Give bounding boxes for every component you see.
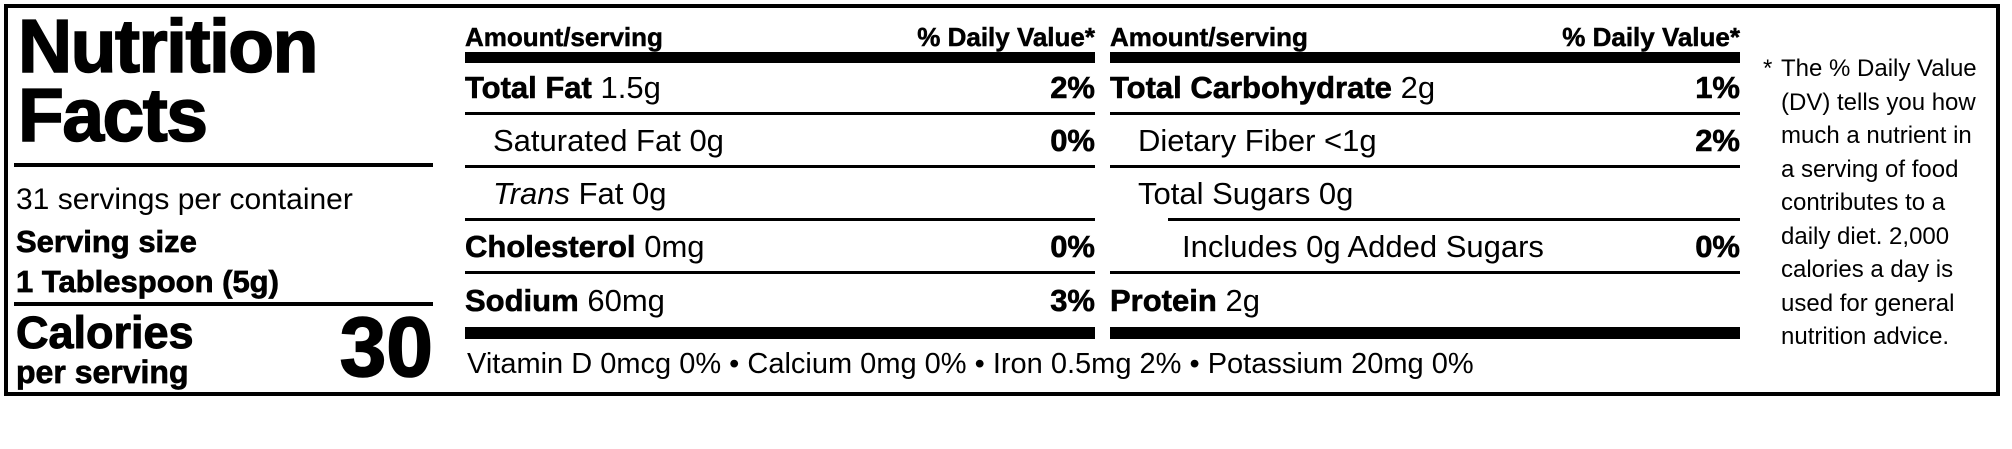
daily-value-percent: 2%: [1050, 70, 1095, 106]
nutrient-row-total-fat: Total Fat 1.5g 2%: [465, 70, 1096, 106]
thin-rule: [465, 271, 1095, 274]
nutrient-row-total-sugars: Total Sugars 0g: [1110, 176, 1740, 212]
thin-rule: [1110, 112, 1740, 115]
nutrient-name: Trans Fat 0g: [493, 176, 667, 211]
thin-rule: [465, 165, 1095, 168]
daily-value-percent: 0%: [1695, 229, 1740, 265]
nutrient-row-cholesterol: Cholesterol 0mg 0%: [465, 229, 1096, 265]
calories-value: 30: [339, 300, 434, 394]
nutrient-name: Saturated Fat 0g: [493, 123, 724, 158]
daily-value-percent: 0%: [1050, 229, 1095, 265]
daily-value-percent: 1%: [1695, 70, 1740, 106]
thick-rule: [1110, 52, 1740, 63]
footnote-text: The % Daily Value (DV) tells you how muc…: [1781, 55, 1977, 350]
nutrient-row-dietary-fiber: Dietary Fiber <1g 2%: [1110, 123, 1740, 159]
nutrient-name: Total Carbohydrate 2g: [1110, 70, 1436, 106]
calories-sublabel: per serving: [16, 354, 189, 391]
thin-rule: [1110, 271, 1740, 274]
nutrient-name: Sodium 60mg: [465, 283, 665, 319]
divider-under-title: [14, 163, 433, 167]
serving-size-value: 1 Tablespoon (5g): [16, 264, 280, 300]
nutrient-name: Cholesterol 0mg: [465, 229, 705, 265]
nutrient-name: Dietary Fiber <1g: [1138, 123, 1377, 158]
serving-size-label: Serving size: [16, 224, 198, 260]
column2-header: Amount/serving % Daily Value*: [1110, 22, 1740, 53]
nutrient-column-2: Amount/serving % Daily Value* Total Carb…: [1110, 20, 1740, 380]
nutrient-row-protein: Protein 2g: [1110, 283, 1740, 319]
thin-rule: [1110, 165, 1740, 168]
daily-value-heading: % Daily Value*: [1562, 22, 1740, 53]
nutrient-column-1: Amount/serving % Daily Value* Total Fat 1…: [465, 20, 1095, 380]
nutrient-row-trans-fat: Trans Fat 0g: [465, 176, 1095, 212]
label-title-line2: Facts: [17, 73, 209, 157]
nutrient-name: Total Fat 1.5g: [465, 70, 661, 106]
thin-rule: [465, 218, 1095, 221]
identity-panel: Nutrition Facts: [17, 4, 433, 157]
servings-per-container: 31 servings per container: [16, 183, 353, 216]
micronutrients-line: Vitamin D 0mcg 0% • Calcium 0mg 0% • Iro…: [467, 348, 1474, 380]
nutrient-name: Protein 2g: [1110, 283, 1260, 319]
thick-rule: [465, 327, 1095, 339]
nutrient-row-total-carbohydrate: Total Carbohydrate 2g 1%: [1110, 70, 1741, 106]
thin-rule-indented: [1168, 218, 1740, 221]
thick-rule: [465, 52, 1095, 63]
nutrient-row-saturated-fat: Saturated Fat 0g 0%: [465, 123, 1095, 159]
thin-rule: [465, 112, 1095, 115]
thick-rule: [1110, 327, 1740, 339]
divider-above-calories: [14, 302, 433, 306]
amount-serving-heading: Amount/serving: [1110, 22, 1308, 53]
daily-value-percent: 0%: [1050, 123, 1095, 159]
amount-serving-heading: Amount/serving: [465, 22, 663, 53]
nutrient-row-sodium: Sodium 60mg 3%: [465, 283, 1096, 319]
column1-header: Amount/serving % Daily Value*: [465, 22, 1095, 53]
daily-value-percent: 3%: [1050, 283, 1095, 319]
daily-value-percent: 2%: [1695, 123, 1740, 159]
label-title-line1: Nutrition: [17, 4, 319, 88]
footnote-asterisk: *: [1763, 55, 1773, 82]
daily-value-footnote: * The % Daily Value (DV) tells you how m…: [1763, 52, 1995, 354]
nutrient-row-added-sugars: Includes 0g Added Sugars 0%: [1110, 229, 1740, 265]
nutrient-name: Includes 0g Added Sugars: [1182, 229, 1544, 264]
calories-label: Calories: [16, 307, 195, 358]
nutrient-name: Total Sugars 0g: [1138, 176, 1354, 211]
daily-value-heading: % Daily Value*: [917, 22, 1095, 53]
